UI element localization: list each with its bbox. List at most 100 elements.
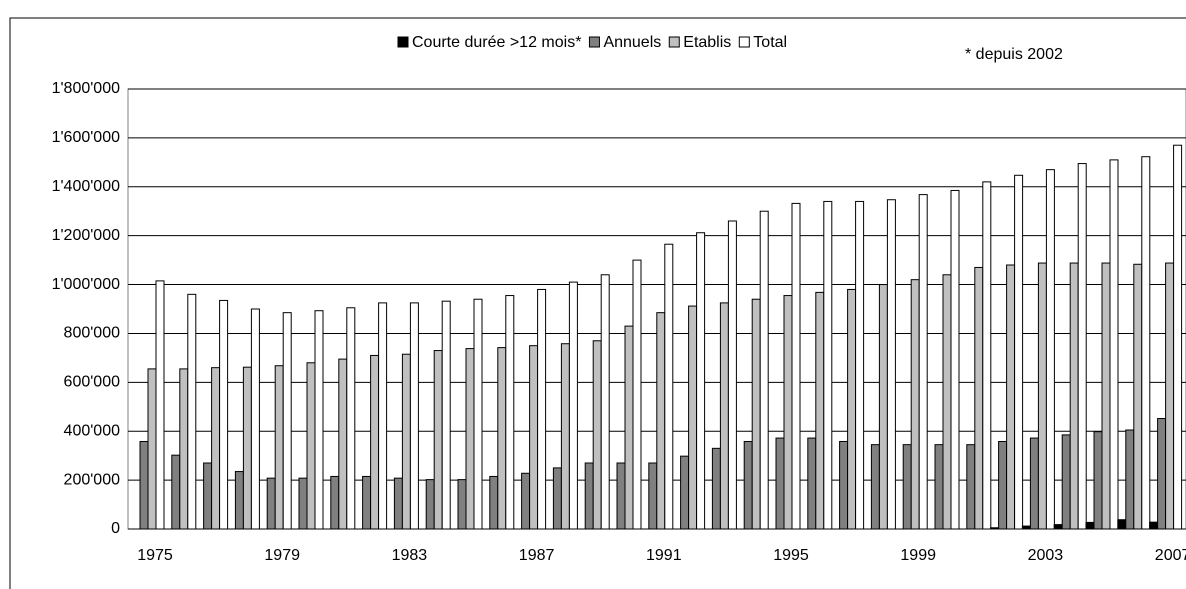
bar	[616, 462, 626, 530]
bar	[552, 467, 562, 530]
y-tick-label: 1'000'000	[52, 276, 121, 293]
bar	[1133, 263, 1143, 530]
legend-swatch	[668, 36, 680, 48]
bar	[529, 345, 539, 530]
bar	[537, 288, 547, 530]
bar	[1125, 429, 1135, 530]
bar	[1029, 437, 1039, 530]
bar	[378, 302, 388, 530]
bar	[719, 302, 729, 530]
bar	[147, 368, 157, 530]
bar	[521, 472, 531, 530]
bar	[823, 200, 833, 530]
bar	[878, 284, 888, 530]
y-tick-label: 800'000	[64, 325, 121, 342]
bar	[1053, 524, 1063, 530]
bar	[1101, 262, 1111, 530]
bar	[966, 444, 976, 530]
bar	[1014, 174, 1024, 530]
bar	[600, 274, 610, 530]
bar	[489, 475, 499, 530]
bar	[370, 354, 380, 530]
bar	[902, 444, 912, 530]
y-tick-label: 400'000	[64, 422, 121, 439]
legend-swatch	[397, 36, 409, 48]
bar	[1006, 264, 1016, 530]
legend-label: Total	[753, 34, 787, 51]
x-tick-label: 1975	[137, 547, 173, 564]
bar	[560, 343, 570, 530]
bar	[1165, 262, 1175, 530]
legend-label: Annuels	[603, 34, 661, 51]
y-tick-label: 1'600'000	[52, 129, 121, 146]
bar	[425, 479, 435, 530]
bar	[656, 312, 666, 530]
bar	[1093, 431, 1103, 530]
legend-label: Courte durée >12 mois*	[412, 34, 581, 51]
bar	[624, 325, 634, 530]
bar	[886, 199, 896, 530]
bar	[139, 440, 149, 530]
bar	[314, 310, 324, 530]
bar	[1069, 262, 1079, 530]
bar	[688, 305, 698, 530]
x-tick-label: 1999	[900, 547, 936, 564]
chart-frame	[9, 17, 1186, 589]
x-tick-label: 1979	[264, 547, 300, 564]
bar	[1061, 434, 1071, 530]
bar	[338, 358, 348, 530]
y-tick-label: 1'400'000	[52, 178, 121, 195]
bar	[632, 259, 642, 530]
bar	[393, 477, 403, 530]
bar	[266, 477, 276, 530]
bar	[250, 308, 260, 530]
bar	[783, 295, 793, 530]
bar	[242, 366, 252, 530]
bar	[1173, 144, 1183, 530]
bar	[870, 444, 880, 530]
x-tick-label: 1983	[392, 547, 428, 564]
bar	[775, 437, 785, 530]
bar	[751, 298, 761, 530]
bar	[1085, 521, 1095, 530]
bar	[680, 455, 690, 530]
bar	[219, 299, 229, 530]
bar	[497, 347, 507, 530]
bar	[465, 348, 475, 530]
bar	[330, 475, 340, 530]
bar	[592, 340, 602, 530]
x-tick-label: 1995	[773, 547, 809, 564]
bar	[711, 447, 721, 530]
x-tick-label: 2003	[1028, 547, 1064, 564]
bar	[401, 353, 411, 530]
bar	[1149, 521, 1159, 530]
annotation: * depuis 2002	[965, 46, 1063, 63]
bar	[298, 477, 308, 530]
bar	[409, 302, 419, 530]
bar	[807, 437, 817, 530]
bar	[282, 312, 292, 530]
bar	[179, 368, 189, 530]
bar	[815, 291, 825, 530]
bar	[1109, 159, 1119, 530]
bar	[998, 440, 1008, 530]
bar	[568, 281, 578, 530]
y-tick-label: 600'000	[64, 374, 121, 391]
bar	[203, 462, 213, 530]
x-tick-label: 1991	[646, 547, 682, 564]
bar	[274, 365, 284, 530]
bar	[664, 243, 674, 530]
bar	[441, 300, 451, 530]
bar	[855, 200, 865, 530]
bar	[727, 220, 737, 530]
x-tick-label: 1987	[519, 547, 555, 564]
bar	[433, 350, 443, 530]
y-tick-label: 200'000	[64, 471, 121, 488]
bar	[759, 210, 769, 530]
bar	[584, 462, 594, 530]
bar	[505, 295, 515, 530]
y-tick-label: 1'800'000	[52, 80, 121, 97]
bar	[743, 440, 753, 530]
bar	[362, 475, 372, 530]
